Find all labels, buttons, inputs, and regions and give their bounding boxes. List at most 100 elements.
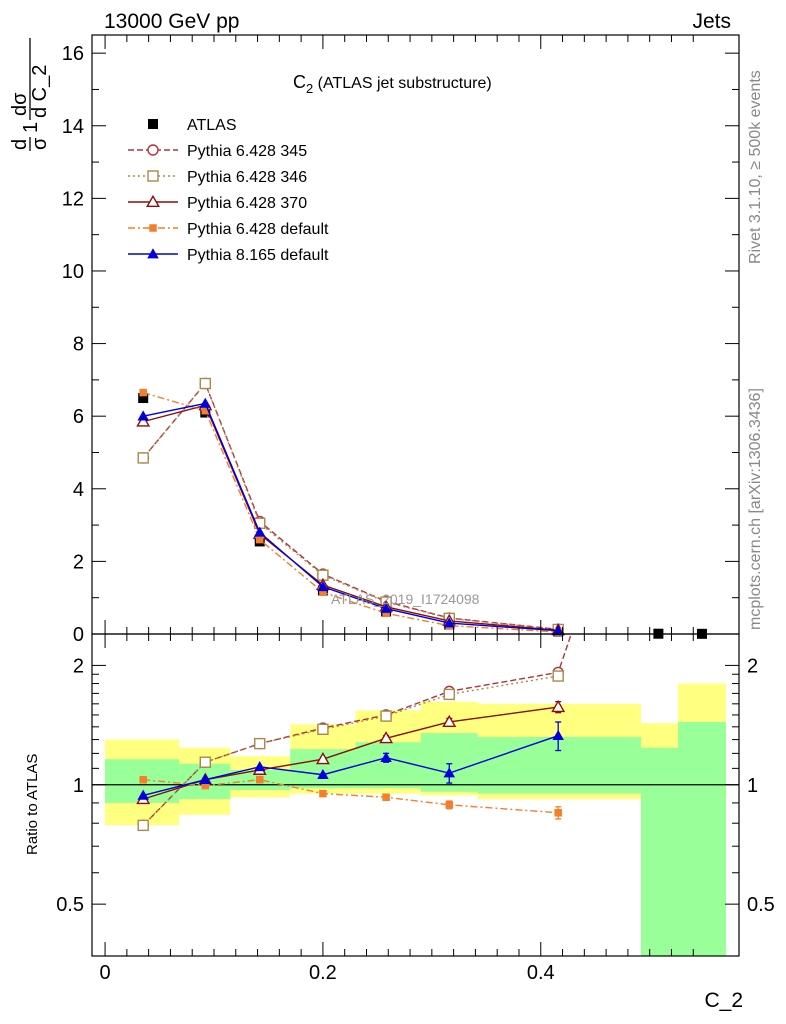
ratio-series-3 <box>139 775 562 820</box>
ratio-series-3-point-4 <box>382 793 390 802</box>
mcplots-credit-label: mcplots.cern.ch [arXiv:1306.3436] <box>747 388 764 630</box>
ratio-series-4-point-3 <box>317 768 329 780</box>
ratio-series-1-point-4 <box>380 710 392 722</box>
ratio-series-3-point-1 <box>201 781 210 790</box>
main-series-5-point-4 <box>380 602 392 613</box>
legend-marker-1 <box>147 144 159 156</box>
main-y-axis-label: d σ 1 dσ d C_2 <box>9 38 51 151</box>
main-panel-axes: 0 2 4 6 8 10 12 14 16 <box>62 35 739 646</box>
ylabel-dC2: d C_2 <box>29 65 51 118</box>
ylabel-d: d <box>9 139 31 150</box>
x-axis-label: C_2 <box>704 989 743 1012</box>
legend-item-4: Pythia 6.428 default <box>128 221 329 238</box>
legend-label-5: Pythia 8.165 default <box>187 247 329 264</box>
ratio-series-1-point-1 <box>199 756 211 768</box>
ratio-series-3-point-5 <box>445 801 454 809</box>
main-ytick-label-4: 4 <box>73 479 84 501</box>
ratio-series-2-point-4 <box>379 731 394 744</box>
header-process-label: Jets <box>692 10 731 33</box>
ratio-series-layer <box>136 633 572 832</box>
main-series-3-point-0 <box>136 414 151 427</box>
legend-item-5: Pythia 8.165 default <box>128 247 329 264</box>
rivet-version-label: Rivet 3.1.10, ≥ 500k events <box>747 70 764 264</box>
ratio-series-3-point-2 <box>255 775 264 784</box>
main-ytick-label-14: 14 <box>62 116 84 138</box>
ratio-series-4-point-4 <box>380 751 392 763</box>
ratio-series-4-point-2 <box>253 761 266 772</box>
ratio-y-axis-label: Ratio to ATLAS <box>24 754 41 855</box>
legend-item-0: ATLAS <box>148 117 237 134</box>
ratio-ytick-label-right-1: 1 <box>747 775 758 797</box>
ratio-band-green-8 <box>678 721 726 956</box>
main-plot-title: C2 (ATLAS jet substructure) <box>293 72 492 96</box>
header-energy-label: 13000 GeV pp <box>104 10 239 33</box>
main-ytick-label-16: 16 <box>62 43 84 65</box>
ratio-series-3-point-0 <box>139 775 147 784</box>
ratio-series-1-point-0 <box>137 819 149 832</box>
legend-label-3: Pythia 6.428 370 <box>187 195 307 212</box>
ratio-band-green-7 <box>640 747 679 956</box>
legend-item-2: Pythia 6.428 346 <box>128 169 307 186</box>
main-series-2-point-1 <box>199 377 211 390</box>
main-plot-title-rest: (ATLAS jet substructure) <box>313 75 491 92</box>
ratio-ytick-label-right-2: 2 <box>747 655 758 677</box>
ylabel-one: 1 <box>20 122 42 133</box>
ratio-series-4-point-5 <box>443 767 456 778</box>
ratio-series-3-point-3 <box>319 789 327 798</box>
ratio-uncertainty-bands <box>92 683 739 956</box>
main-series-4-point-1 <box>201 406 210 415</box>
ratio-series-1-point-3 <box>317 723 329 736</box>
main-series-4-point-0 <box>139 388 147 397</box>
main-ytick-label-10: 10 <box>62 261 84 283</box>
main-panel-series-layer <box>136 377 707 639</box>
main-plot-title-main: C <box>293 72 306 92</box>
ratio-series-line-0 <box>142 633 572 826</box>
analysis-watermark: ATLAS_2019_I1724098 <box>331 591 480 607</box>
ratio-series-1 <box>137 670 564 832</box>
ratio-series-2-point-6 <box>551 699 566 713</box>
legend-marker-4 <box>149 224 157 232</box>
ratio-panel-axes: 0.5 0.5 1 1 2 2 0 0.2 0.4 <box>56 634 775 984</box>
main-ytick-label-8: 8 <box>73 334 84 356</box>
ratio-series-4 <box>137 721 564 800</box>
legend-marker-2 <box>147 170 159 182</box>
legend: ATLAS Pythia 6.428 345 Pythia 6.428 346 Pyt… <box>128 117 329 264</box>
ratio-ytick-label-right-0.5: 0.5 <box>747 894 775 916</box>
main-series-5-point-1 <box>199 397 212 408</box>
legend-label-4: Pythia 6.428 default <box>187 221 329 238</box>
main-ytick-label-12: 12 <box>62 188 84 210</box>
legend-marker-0 <box>148 119 158 129</box>
ratio-series-1-point-6 <box>552 670 564 682</box>
legend-marker-5 <box>147 248 159 259</box>
ratio-panel-frame <box>91 633 740 957</box>
main-series-5-point-5 <box>443 617 456 628</box>
main-series-5 <box>137 397 564 636</box>
main-series-2-point-0 <box>137 452 149 464</box>
main-series-0-point-0 <box>138 393 149 404</box>
main-plot-title-sub: 2 <box>306 81 313 96</box>
main-series-5-point-3 <box>317 581 329 592</box>
ylabel-sigma: σ <box>29 137 51 150</box>
ratio-band-green-6 <box>477 736 641 794</box>
ratio-series-2-point-3 <box>315 752 330 765</box>
ratio-band-green-4 <box>355 742 421 789</box>
legend-label-2: Pythia 6.428 346 <box>187 169 307 186</box>
main-series-4-point-2 <box>255 535 264 544</box>
legend-item-3: Pythia 6.428 370 <box>128 194 307 212</box>
ratio-ytick-label-left-0.5: 0.5 <box>56 894 84 916</box>
xtick-label-1: 0.2 <box>309 962 337 984</box>
ylabel-dsigma: dσ <box>9 92 31 116</box>
ratio-series-3-point-6 <box>554 809 562 817</box>
main-series-4-point-4 <box>382 609 390 618</box>
ratio-series-4-point-1 <box>199 773 212 784</box>
main-series-4-point-3 <box>319 588 327 597</box>
main-series-5-point-6 <box>552 624 564 636</box>
legend-item-1: Pythia 6.428 345 <box>128 143 307 160</box>
ratio-ytick-label-left-2: 2 <box>73 655 84 677</box>
xtick-label-0: 0 <box>100 962 111 984</box>
main-ytick-label-6: 6 <box>73 406 84 428</box>
main-series-5-point-0 <box>137 410 149 421</box>
ratio-series-2-point-5 <box>442 714 457 727</box>
main-series-5-point-2 <box>253 526 266 537</box>
